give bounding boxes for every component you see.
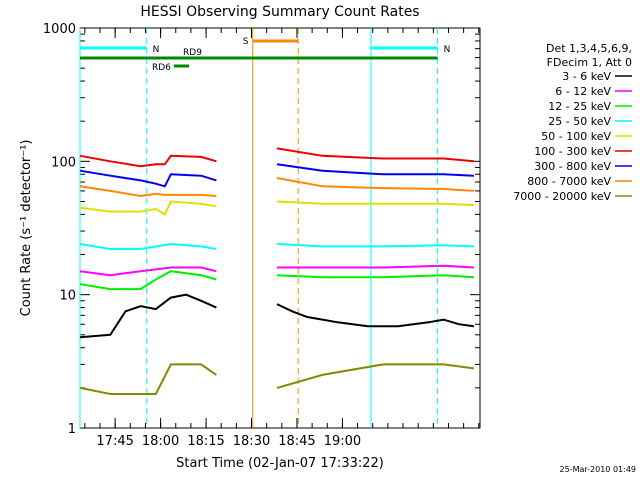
legend-label: 3 - 6 keV bbox=[562, 70, 611, 83]
x-tick-label: 18:45 bbox=[278, 434, 315, 449]
attenuator-label: RD9 bbox=[183, 48, 202, 58]
legend-label: 25 - 50 keV bbox=[548, 115, 611, 128]
night-label: N bbox=[444, 45, 451, 55]
legend-label: 100 - 300 keV bbox=[534, 145, 611, 158]
timestamp: 25-Mar-2010 01:49 bbox=[560, 465, 637, 474]
x-tick-label: 18:30 bbox=[233, 434, 270, 449]
y-tick-label: 1000 bbox=[43, 22, 76, 37]
chart-title: HESSI Observing Summary Count Rates bbox=[140, 4, 419, 20]
series-line bbox=[276, 200, 474, 207]
x-tick-label: 18:00 bbox=[142, 434, 179, 449]
y-axis-label: Count Rate (s⁻¹ detector⁻¹) bbox=[19, 140, 34, 317]
annotation-markers: N N S RD9 RD6 bbox=[79, 28, 451, 428]
series-line bbox=[79, 242, 217, 250]
series-line bbox=[276, 274, 474, 279]
x-tick-label: 17:45 bbox=[96, 434, 133, 449]
series-line bbox=[79, 270, 217, 291]
series-line bbox=[79, 200, 217, 216]
saa-label: S bbox=[243, 37, 249, 47]
legend-label: 7000 - 20000 keV bbox=[513, 190, 611, 203]
legend-label: 6 - 12 keV bbox=[555, 85, 611, 98]
x-tick-label: 18:15 bbox=[187, 434, 224, 449]
series-line bbox=[276, 177, 474, 192]
series-line bbox=[276, 147, 474, 163]
series-line bbox=[276, 363, 475, 389]
axis-ticks: 1 10 100 1000 17:45 18:00 18:15 18:30 18:45 19:00 bbox=[43, 22, 480, 449]
series-line bbox=[79, 169, 217, 188]
x-axis-label: Start Time (02-Jan-07 17:33:22) bbox=[176, 456, 384, 471]
legend-label: 50 - 100 keV bbox=[541, 130, 611, 143]
series-line bbox=[79, 293, 217, 339]
legend: Det 1,3,4,5,6,9,FDecim 1, Att 03 - 6 keV… bbox=[513, 42, 632, 203]
series-line bbox=[79, 185, 217, 198]
legend-label: 12 - 25 keV bbox=[548, 100, 611, 113]
series-line bbox=[276, 163, 474, 177]
series-line bbox=[277, 264, 474, 269]
plot-frame bbox=[79, 27, 481, 429]
legend-header: FDecim 1, Att 0 bbox=[547, 56, 632, 69]
y-tick-label: 10 bbox=[59, 289, 76, 304]
y-tick-label: 1 bbox=[68, 422, 76, 437]
legend-header: Det 1,3,4,5,6,9, bbox=[546, 42, 632, 55]
y-tick-label: 100 bbox=[51, 155, 76, 170]
series-lines bbox=[79, 147, 475, 395]
legend-label: 300 - 800 keV bbox=[534, 160, 611, 173]
night-label: N bbox=[153, 45, 160, 55]
series-line bbox=[79, 154, 217, 168]
series-line bbox=[79, 266, 217, 277]
attenuator-label: RD6 bbox=[152, 63, 171, 73]
legend-label: 800 - 7000 keV bbox=[527, 175, 611, 188]
x-tick-label: 19:00 bbox=[324, 434, 361, 449]
series-line bbox=[276, 243, 474, 248]
series-line bbox=[276, 303, 475, 328]
series-line bbox=[79, 363, 217, 395]
